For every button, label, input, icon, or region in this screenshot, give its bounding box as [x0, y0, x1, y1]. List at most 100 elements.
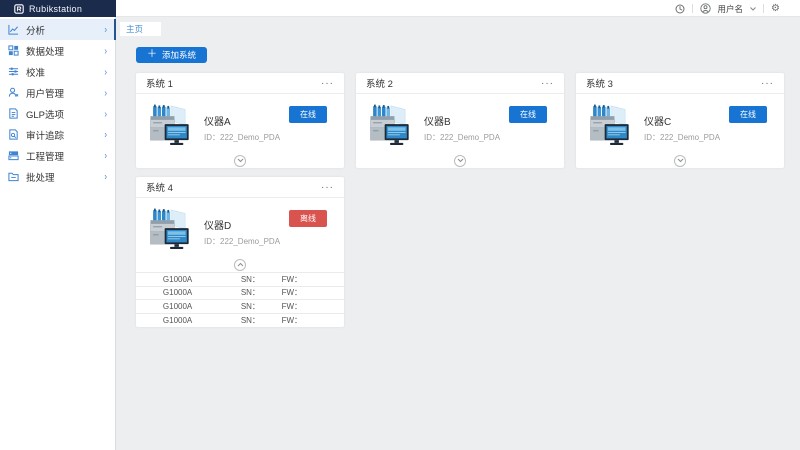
user-icon	[8, 87, 19, 97]
module-row: G1000A SN： FW：	[136, 273, 344, 287]
chevron-right-icon: ›	[104, 170, 107, 183]
sidebar-item-label: GLP选项	[26, 109, 65, 121]
project-modules-icon	[8, 151, 19, 161]
instrument-id: ID：222_Demo_PDA	[204, 237, 281, 246]
instrument-name: 仪器C	[644, 117, 672, 128]
tab-bar: 主页	[117, 17, 800, 36]
chevron-right-icon: ›	[104, 149, 107, 162]
sidebar-item-project-management[interactable]: 工程管理 ›	[0, 145, 115, 166]
chevron-down-icon	[677, 158, 683, 163]
module-model: G1000A	[162, 288, 193, 298]
header-divider	[691, 4, 693, 13]
module-firmware-label: FW：	[281, 315, 303, 325]
sidebar-item-label: 分析	[26, 25, 46, 37]
card-header: 系统 3 ···	[576, 73, 784, 94]
chevron-right-icon: ›	[104, 128, 107, 141]
card-title: 系统 4	[146, 183, 173, 194]
card-expand-row	[356, 153, 564, 168]
more-options-icon[interactable]: ···	[321, 181, 334, 193]
expand-button[interactable]	[234, 154, 246, 167]
avatar-icon	[699, 3, 711, 14]
status-badge[interactable]: 在线	[729, 106, 767, 123]
collapse-button[interactable]	[234, 258, 246, 271]
sliders-icon	[8, 67, 19, 76]
expand-button[interactable]	[454, 154, 466, 167]
sidebar-item-data-processing[interactable]: 数据处理 ›	[0, 40, 115, 61]
chevron-right-icon: ›	[104, 86, 107, 99]
username-menu[interactable]: 用户名	[717, 3, 744, 14]
system-card-1: 系统 1 ···	[136, 73, 344, 168]
sidebar-item-analysis[interactable]: 分析 ›	[0, 19, 116, 40]
module-firmware-label: FW：	[281, 274, 303, 284]
system-card-2: 系统 2 ···	[356, 73, 564, 168]
card-title: 系统 3	[586, 79, 613, 90]
chevron-down-icon	[457, 158, 463, 163]
instrument-id: ID：222_Demo_PDA	[204, 133, 281, 142]
card-title: 系统 1	[146, 79, 173, 90]
more-options-icon[interactable]: ···	[541, 77, 554, 89]
system-cards: 系统 1 ···	[136, 73, 800, 336]
module-row: G1000A SN： FW：	[136, 300, 344, 314]
card-body: 仪器D ID：222_Demo_PDA 离线	[136, 198, 344, 257]
batch-folder-icon	[8, 172, 19, 182]
tab-home[interactable]: 主页	[120, 22, 161, 36]
plus-icon: ＋	[147, 49, 157, 60]
instrument-illustration	[150, 208, 189, 250]
more-options-icon[interactable]: ···	[761, 77, 774, 89]
card-title: 系统 2	[366, 79, 393, 90]
module-firmware-label: FW：	[281, 301, 303, 311]
module-row: G1000A SN： FW：	[136, 314, 344, 328]
status-badge[interactable]: 在线	[289, 106, 327, 123]
module-model: G1000A	[162, 315, 193, 325]
card-expand-row	[576, 153, 784, 168]
status-badge[interactable]: 在线	[509, 106, 547, 123]
sidebar-item-glp-options[interactable]: GLP选项 ›	[0, 103, 115, 124]
history-clock-icon[interactable]	[675, 4, 685, 14]
chevron-right-icon: ›	[104, 23, 107, 36]
module-serial-label: SN：	[240, 274, 260, 284]
module-serial-label: SN：	[240, 301, 260, 311]
chevron-right-icon: ›	[104, 107, 107, 120]
chevron-up-icon	[237, 262, 243, 267]
chevron-right-icon: ›	[104, 44, 107, 57]
status-badge[interactable]: 离线	[289, 210, 327, 227]
app-title: Rubikstation	[29, 3, 83, 14]
sidebar-item-label: 校准	[26, 67, 46, 79]
instrument-name: 仪器A	[204, 117, 231, 128]
system-card-4: 系统 4 ···	[136, 177, 344, 327]
expand-button[interactable]	[674, 154, 686, 167]
data-grid-icon	[8, 45, 19, 56]
instrument-illustration	[150, 104, 189, 146]
module-firmware-label: FW：	[281, 288, 303, 298]
module-model: G1000A	[162, 301, 193, 311]
sidebar-item-label: 批处理	[26, 172, 55, 184]
card-header: 系统 1 ···	[136, 73, 344, 94]
add-system-button[interactable]: ＋ 添加系统	[136, 47, 208, 63]
card-header: 系统 4 ···	[136, 177, 344, 198]
sidebar-item-label: 用户管理	[26, 88, 65, 100]
instrument-name: 仪器D	[204, 221, 232, 232]
sidebar-item-label: 审计追踪	[26, 130, 65, 142]
more-options-icon[interactable]: ···	[321, 77, 334, 89]
chevron-right-icon: ›	[104, 65, 107, 78]
sidebar-item-label: 工程管理	[26, 151, 65, 163]
card-body: 仪器B ID：222_Demo_PDA 在线	[356, 94, 564, 153]
system-card-3: 系统 3 ···	[576, 73, 784, 168]
app-header: 用户名 ⚙ Rubikstation	[0, 0, 800, 17]
audit-trail-icon	[9, 129, 18, 140]
instrument-name: 仪器B	[424, 117, 451, 128]
module-serial-label: SN：	[240, 288, 260, 298]
instrument-id: ID：222_Demo_PDA	[644, 133, 721, 142]
module-serial-label: SN：	[240, 315, 260, 325]
main-content: 主页 ＋ 添加系统 系统 1 ···	[117, 17, 800, 450]
module-table: G1000A SN： FW： G1000A SN： FW： G1000A SN：…	[136, 272, 344, 327]
instrument-illustration	[590, 104, 629, 146]
sidebar-item-calibration[interactable]: 校准 ›	[0, 61, 115, 82]
sidebar-item-batch-processing[interactable]: 批处理 ›	[0, 166, 115, 187]
chart-line-icon	[8, 24, 19, 35]
sidebar-item-audit-trail[interactable]: 审计追踪 ›	[0, 124, 115, 145]
card-header: 系统 2 ···	[356, 73, 564, 94]
instrument-illustration	[370, 104, 409, 146]
settings-gear-icon[interactable]: ⚙	[771, 2, 780, 14]
sidebar-item-user-management[interactable]: 用户管理 ›	[0, 82, 115, 103]
